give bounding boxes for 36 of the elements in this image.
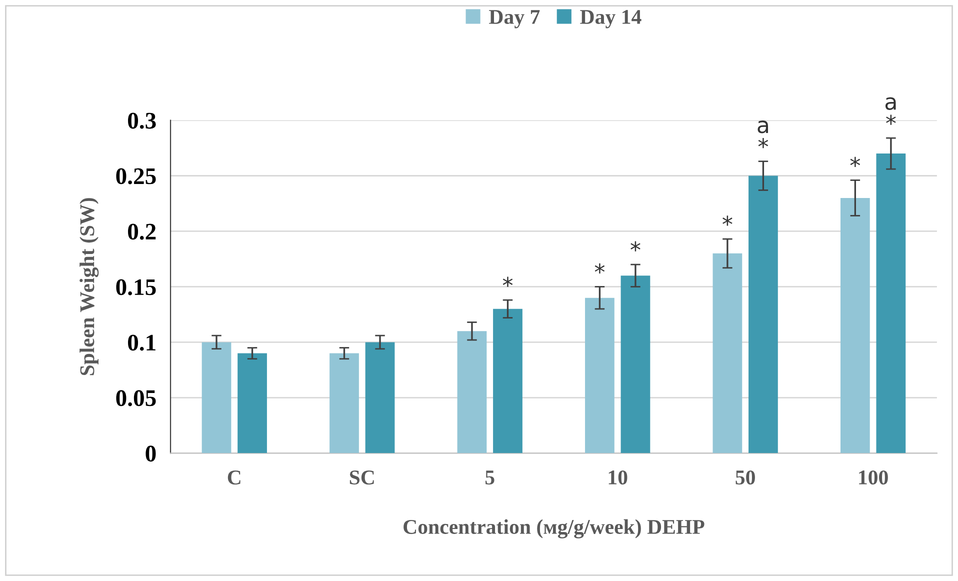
bar [330,353,359,454]
bar [457,331,487,454]
y-tick-label: 0.1 [128,334,156,351]
bar [712,253,742,454]
x-tick-label: C [228,470,240,485]
bar [365,342,395,454]
legend-label: Day 14 [580,10,642,28]
bar [585,298,614,454]
y-tick-label: 0.3 [128,112,156,129]
data-label: * [502,276,513,287]
legend-label: Day 7 [489,10,540,28]
y-tick-label: 0.2 [128,224,156,240]
x-tick-label: 5 [485,470,494,485]
x-tick-label: SC [350,470,374,485]
bar [748,176,778,454]
x-tick-label: 100 [859,470,888,485]
bar [840,198,870,454]
data-label: * [850,156,860,167]
bar [238,353,267,454]
y-tick-label: 0.25 [116,168,156,184]
bar [620,276,650,454]
data-label: * [630,241,640,252]
bar [202,342,232,454]
bar [493,308,522,454]
y-tick-label: 0.15 [116,279,156,296]
x-tick-label: 50 [736,470,755,485]
y-tick-label: 0 [146,446,156,462]
y-axis-title: Spleen Weight (SW) [80,198,99,376]
data-label: a * [758,120,768,148]
x-axis-title: Concentration (мg/g/week) DEHP [404,519,704,538]
y-tick-label: 0.05 [116,390,156,406]
data-label: * [722,216,732,226]
data-label: * [594,263,605,274]
data-label: a * [885,97,896,125]
bar [876,154,906,454]
x-tick-label: 10 [608,470,628,485]
